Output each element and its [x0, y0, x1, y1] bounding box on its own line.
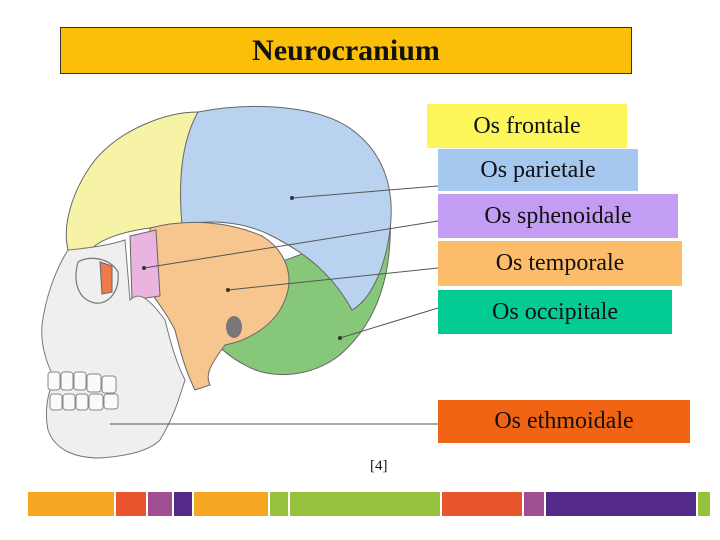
ear-canal [226, 316, 242, 338]
footer-bar-segment [270, 492, 288, 516]
label-os-sphenoidale: Os sphenoidale [438, 194, 678, 238]
footer-bar-segment [28, 492, 114, 516]
frontal-bone [65, 111, 199, 251]
footer-bar-segment [698, 492, 710, 516]
teeth [47, 371, 119, 411]
footer-bar-segment [546, 492, 696, 516]
temporal-bone [149, 221, 290, 391]
label-os-temporale: Os temporale [438, 241, 682, 286]
label-os-ethmoidale: Os ethmoidale [438, 400, 690, 443]
ethmoid-bone [99, 261, 113, 295]
footer-bar-segment [116, 492, 146, 516]
leader-lines [110, 185, 439, 425]
reference-marker: [4] [370, 458, 388, 474]
label-os-occipitale: Os occipitale [438, 290, 672, 334]
sphenoid-bone [129, 229, 161, 301]
title-banner: Neurocranium [60, 27, 632, 74]
label-os-frontale: Os frontale [427, 104, 627, 148]
footer-bar-segment [174, 492, 192, 516]
leader-points [142, 196, 342, 340]
footer-bar-segment [194, 492, 268, 516]
footer-bar-segment [442, 492, 522, 516]
label-os-parietale: Os parietale [438, 149, 638, 191]
footer-bar-segment [148, 492, 172, 516]
orbit [75, 257, 119, 304]
footer-bar-segment [524, 492, 544, 516]
footer-bar-segment [290, 492, 440, 516]
